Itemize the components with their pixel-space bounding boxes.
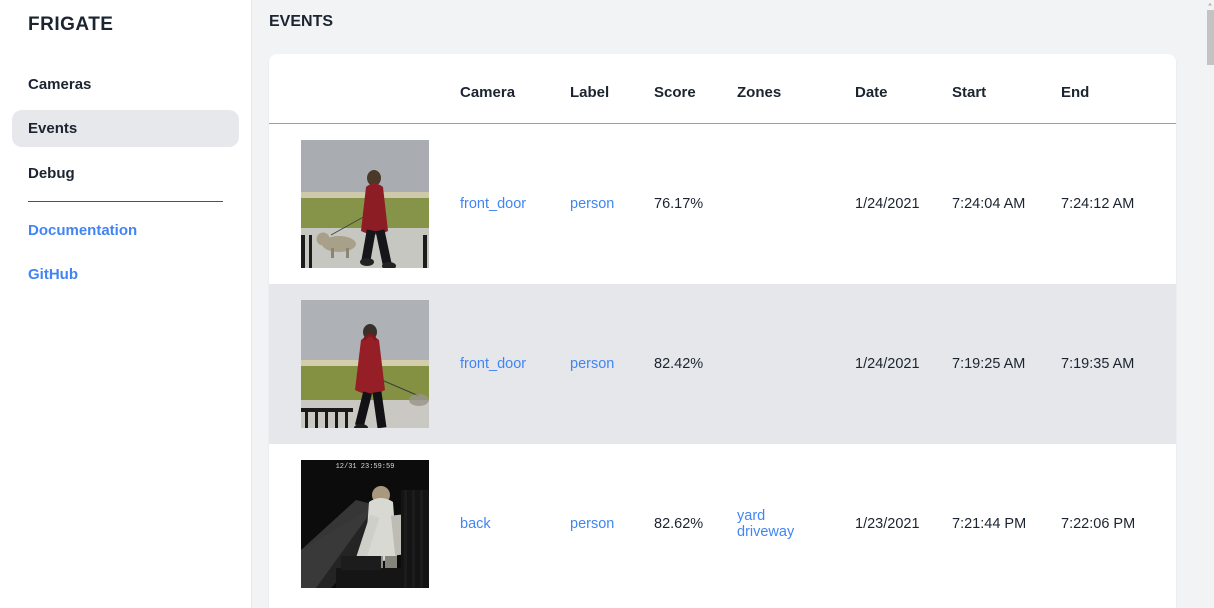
svg-text:12/31 23:59:59: 12/31 23:59:59 — [336, 463, 395, 471]
